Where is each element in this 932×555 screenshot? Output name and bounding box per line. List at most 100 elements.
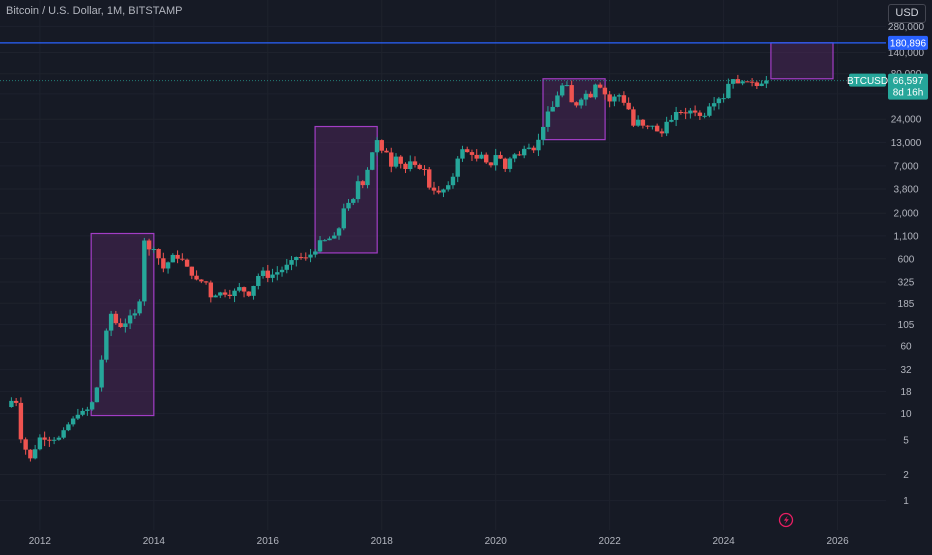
candle-body xyxy=(531,147,536,151)
time-tick-label: 2026 xyxy=(826,536,849,547)
candle-body xyxy=(427,169,432,188)
candle-body xyxy=(431,187,437,191)
candle-body xyxy=(298,257,304,259)
candle-body xyxy=(313,251,318,255)
candle-body xyxy=(222,292,228,295)
candle-body xyxy=(745,81,750,83)
candle-body xyxy=(507,158,513,169)
candle-body xyxy=(355,181,361,200)
candle-body xyxy=(607,94,612,102)
candle-body xyxy=(336,228,342,236)
candle-body xyxy=(256,275,261,286)
candle-body xyxy=(18,402,24,440)
candle-body xyxy=(23,439,28,450)
candle-body xyxy=(389,152,394,167)
candle-body xyxy=(346,202,351,209)
last-price-label: 66,597 xyxy=(893,76,924,87)
candle-body xyxy=(108,313,114,331)
candle-body xyxy=(170,254,176,263)
candle-body xyxy=(631,109,636,126)
candle-body xyxy=(550,106,555,112)
candle-body xyxy=(61,430,66,438)
candle-body xyxy=(184,259,190,267)
candle-body xyxy=(588,93,593,98)
price-tick-label: 60 xyxy=(900,341,912,352)
candle-body xyxy=(583,93,589,100)
candle-body xyxy=(32,449,38,459)
candle-body xyxy=(441,189,446,193)
candle-body xyxy=(650,125,655,127)
highlight-box xyxy=(314,125,378,254)
candle-body xyxy=(678,111,684,113)
candle-body xyxy=(749,81,755,83)
last-price-tag xyxy=(888,73,928,100)
level-tag xyxy=(888,35,928,50)
candle-body xyxy=(764,80,769,84)
candle-body xyxy=(669,119,674,122)
candle-body xyxy=(275,272,280,275)
candle-body xyxy=(56,437,62,440)
time-tick-label: 2024 xyxy=(712,536,735,547)
countdown-label: 8d 16h xyxy=(893,88,924,99)
candle-body xyxy=(104,330,109,360)
candle-body xyxy=(730,79,736,84)
time-tick-label: 2022 xyxy=(599,536,622,547)
candle-body xyxy=(203,281,209,283)
bolt-icon[interactable] xyxy=(778,512,794,528)
price-tick-label: 2,000 xyxy=(893,209,918,220)
candle-body xyxy=(374,140,380,153)
candle-body xyxy=(460,149,465,159)
candle-body xyxy=(559,85,565,96)
candle-body xyxy=(654,125,660,132)
candle-body xyxy=(735,79,741,84)
candle-body xyxy=(450,176,456,186)
candle-body xyxy=(213,295,218,298)
candle-body xyxy=(408,161,413,170)
candle-body xyxy=(322,240,327,242)
candle-body xyxy=(716,98,722,104)
candle-body xyxy=(284,264,289,270)
candle-body xyxy=(165,262,171,269)
candle-body xyxy=(28,449,33,459)
candle-body xyxy=(189,266,195,276)
time-tick-label: 2016 xyxy=(257,536,280,547)
candle-body xyxy=(113,313,119,324)
candle-body xyxy=(593,84,598,98)
candle-body xyxy=(612,96,617,102)
candle-body xyxy=(503,158,508,169)
candle-body xyxy=(455,158,460,177)
candle-body xyxy=(199,279,204,282)
candle-body xyxy=(123,323,128,327)
time-tick-label: 2020 xyxy=(485,536,508,547)
time-axis: 2012 2014 2016 2018 2020 2022 2024 2026 xyxy=(29,536,849,547)
candle-body xyxy=(659,131,665,134)
candle-body xyxy=(446,185,451,190)
candle-body xyxy=(555,95,560,107)
candle-body xyxy=(422,168,427,170)
candle-body xyxy=(479,154,484,159)
candle-body xyxy=(70,418,76,425)
candle-body xyxy=(469,152,475,155)
price-tick-label: 280,000 xyxy=(888,22,925,33)
candle-body xyxy=(94,387,100,403)
candle-body xyxy=(635,119,641,126)
candle-body xyxy=(137,301,142,314)
price-tick-label: 10 xyxy=(900,409,912,420)
price-tick-label: 3,800 xyxy=(893,184,918,195)
candle-body xyxy=(303,257,308,259)
candle-body xyxy=(597,84,603,88)
time-tick-label: 2018 xyxy=(371,536,394,547)
currency-button[interactable]: USD xyxy=(888,4,926,23)
candle-body xyxy=(417,164,422,169)
candle-body xyxy=(711,103,717,107)
candle-body xyxy=(175,254,180,259)
candlesticks xyxy=(9,74,769,462)
candle-body xyxy=(66,424,71,431)
price-tick-label: 24,000 xyxy=(891,115,922,126)
candle-body xyxy=(260,270,266,276)
candle-body xyxy=(540,126,546,140)
candle-body xyxy=(142,240,147,302)
